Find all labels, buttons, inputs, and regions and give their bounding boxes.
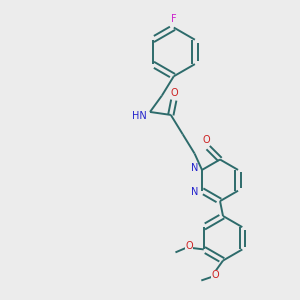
- Text: N: N: [191, 187, 198, 197]
- Text: O: O: [171, 88, 178, 98]
- Text: N: N: [191, 164, 198, 173]
- Text: O: O: [211, 270, 219, 280]
- Text: O: O: [185, 242, 193, 251]
- Text: F: F: [171, 14, 177, 24]
- Text: O: O: [203, 135, 211, 145]
- Text: HN: HN: [132, 111, 147, 122]
